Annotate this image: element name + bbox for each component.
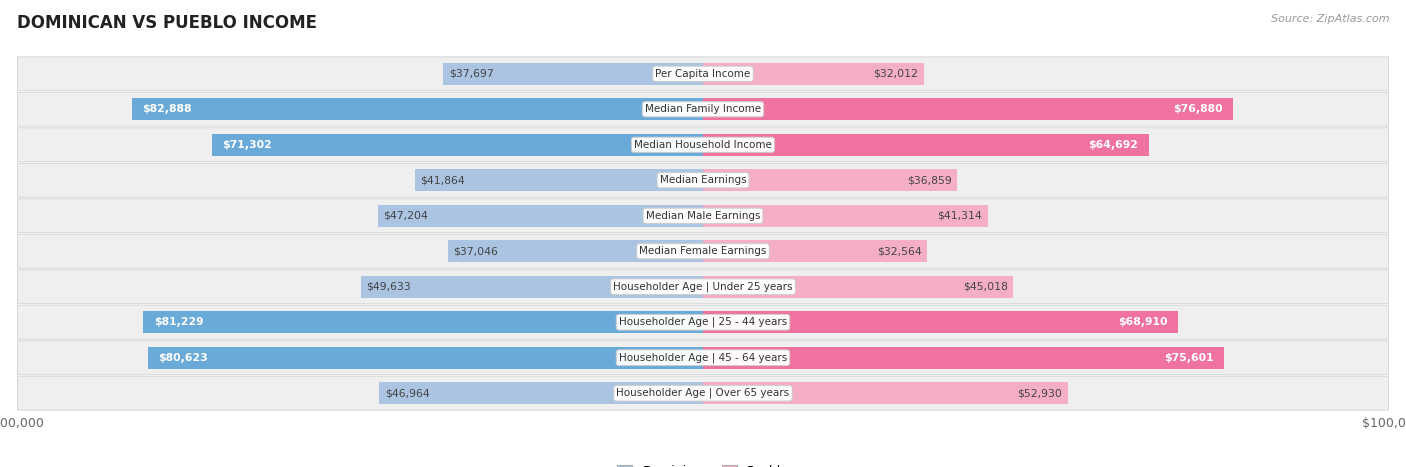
Bar: [447, 240, 703, 262]
FancyBboxPatch shape: [17, 57, 1389, 91]
Bar: [361, 276, 703, 298]
Text: $82,888: $82,888: [142, 104, 191, 114]
Text: Householder Age | 45 - 64 years: Householder Age | 45 - 64 years: [619, 353, 787, 363]
Text: $32,564: $32,564: [877, 246, 922, 256]
Text: DOMINICAN VS PUEBLO INCOME: DOMINICAN VS PUEBLO INCOME: [17, 14, 316, 32]
Text: $47,204: $47,204: [384, 211, 429, 221]
FancyBboxPatch shape: [17, 376, 1389, 410]
Text: $49,633: $49,633: [367, 282, 412, 292]
FancyBboxPatch shape: [17, 305, 1389, 339]
Bar: [703, 134, 1149, 156]
Text: $64,692: $64,692: [1088, 140, 1139, 150]
FancyBboxPatch shape: [17, 199, 1389, 233]
Text: $36,859: $36,859: [907, 175, 952, 185]
Text: Source: ZipAtlas.com: Source: ZipAtlas.com: [1271, 14, 1389, 24]
FancyBboxPatch shape: [17, 92, 1389, 126]
FancyBboxPatch shape: [17, 128, 1389, 162]
Text: $37,697: $37,697: [449, 69, 494, 79]
Legend: Dominican, Pueblo: Dominican, Pueblo: [613, 460, 793, 467]
Text: $41,314: $41,314: [938, 211, 983, 221]
Bar: [380, 382, 703, 404]
Text: $81,229: $81,229: [153, 317, 204, 327]
FancyBboxPatch shape: [17, 341, 1389, 375]
Bar: [703, 63, 924, 85]
FancyBboxPatch shape: [17, 234, 1389, 268]
Bar: [703, 347, 1223, 369]
Bar: [415, 169, 703, 191]
Bar: [703, 205, 987, 227]
Text: $37,046: $37,046: [453, 246, 498, 256]
Text: $80,623: $80,623: [157, 353, 208, 363]
Bar: [443, 63, 703, 85]
Text: $45,018: $45,018: [963, 282, 1008, 292]
Text: Median Male Earnings: Median Male Earnings: [645, 211, 761, 221]
Bar: [703, 98, 1233, 120]
Text: $41,864: $41,864: [420, 175, 465, 185]
Text: $52,930: $52,930: [1018, 388, 1062, 398]
Bar: [703, 169, 957, 191]
FancyBboxPatch shape: [17, 270, 1389, 304]
Text: Householder Age | 25 - 44 years: Householder Age | 25 - 44 years: [619, 317, 787, 327]
Text: Median Earnings: Median Earnings: [659, 175, 747, 185]
Text: $75,601: $75,601: [1164, 353, 1213, 363]
Text: Householder Age | Under 25 years: Householder Age | Under 25 years: [613, 282, 793, 292]
Bar: [703, 240, 928, 262]
Bar: [703, 382, 1067, 404]
Text: Median Female Earnings: Median Female Earnings: [640, 246, 766, 256]
Text: Per Capita Income: Per Capita Income: [655, 69, 751, 79]
Text: Householder Age | Over 65 years: Householder Age | Over 65 years: [616, 388, 790, 398]
Bar: [148, 347, 703, 369]
Bar: [703, 311, 1178, 333]
Text: $68,910: $68,910: [1118, 317, 1167, 327]
Bar: [212, 134, 703, 156]
Bar: [378, 205, 703, 227]
Bar: [143, 311, 703, 333]
Text: $76,880: $76,880: [1173, 104, 1222, 114]
Bar: [132, 98, 703, 120]
Text: Median Family Income: Median Family Income: [645, 104, 761, 114]
Text: $46,964: $46,964: [385, 388, 430, 398]
FancyBboxPatch shape: [17, 163, 1389, 197]
Text: $32,012: $32,012: [873, 69, 918, 79]
Text: Median Household Income: Median Household Income: [634, 140, 772, 150]
Bar: [703, 276, 1014, 298]
Text: $71,302: $71,302: [222, 140, 271, 150]
